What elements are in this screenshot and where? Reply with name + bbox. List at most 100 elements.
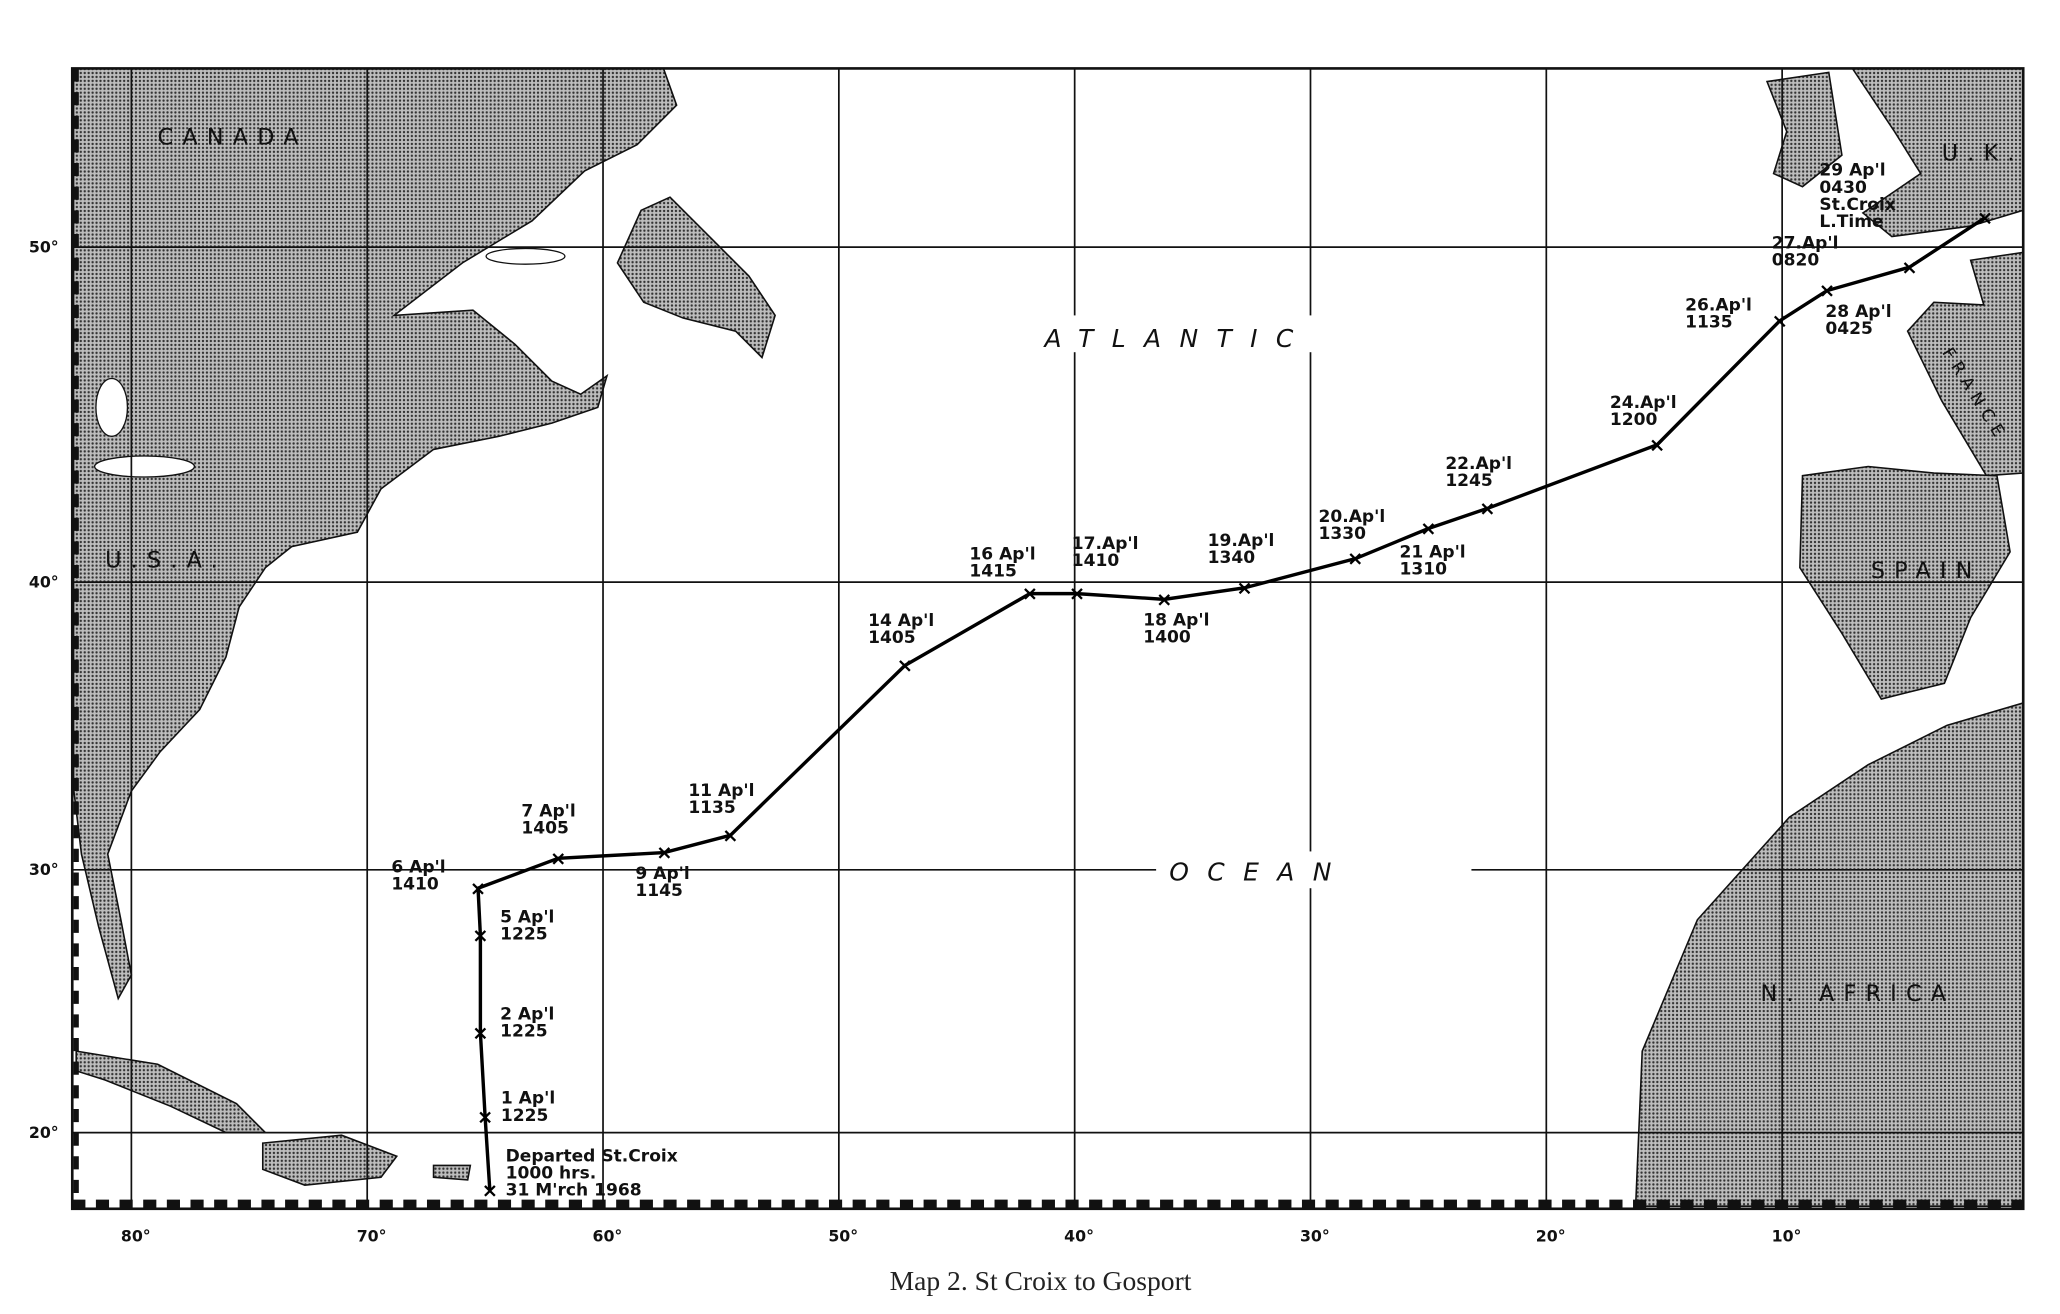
position-fix-marker: × — [656, 841, 673, 864]
label-line: 0425 — [1825, 319, 1873, 339]
position-fix-label: 14 Ap'l 1405 — [868, 611, 934, 648]
map-frame — [70, 67, 2025, 1211]
lon-label: 30° — [1300, 1227, 1330, 1246]
lat-label: 20° — [29, 1123, 59, 1142]
label-line: 1410 — [391, 875, 439, 895]
position-fix-marker: × — [1649, 433, 1666, 456]
position-fix-label: 20.Ap'l 1330 — [1319, 507, 1386, 544]
position-fix-label: 21 Ap'l 1310 — [1399, 542, 1465, 579]
position-fix-marker: × — [1347, 547, 1364, 570]
label-line: 1340 — [1208, 548, 1256, 568]
position-fix-label: 9 Ap'l 1145 — [635, 864, 689, 901]
position-fix-label: 22.Ap'l 1245 — [1445, 454, 1512, 491]
graticule — [72, 68, 2024, 1209]
label-line: 1410 — [1072, 551, 1120, 571]
position-fix-marker: × — [1901, 256, 1918, 279]
position-fix-marker: × — [470, 877, 487, 900]
lon-label: 10° — [1772, 1227, 1802, 1246]
lon-label: 80° — [121, 1227, 151, 1246]
lon-label: 70° — [357, 1227, 387, 1246]
lat-label: 30° — [29, 860, 59, 879]
label-line: 11 Ap'l — [688, 781, 754, 801]
position-fix-marker: × — [1819, 279, 1835, 302]
route-points: × Departed St.Croix 1000 hrs. 31 M'rch 1968… — [391, 161, 1993, 1202]
position-fix-marker: × — [1069, 582, 1086, 605]
label-line: 5 Ap'l — [500, 907, 554, 927]
label-uk: U.K. — [1942, 140, 2024, 166]
position-fix-label: 16 Ap'l 1415 — [969, 544, 1035, 581]
label-atlantic: ATLANTIC — [1042, 324, 1311, 353]
label-line: 1310 — [1399, 559, 1447, 579]
position-fix-label: 18 Ap'l 1400 — [1143, 611, 1209, 648]
position-fix-marker: × — [722, 824, 738, 847]
label-line: 14 Ap'l — [868, 611, 934, 631]
label-line: 7 Ap'l — [521, 801, 575, 821]
north-africa — [1634, 701, 2025, 1207]
position-fix-label: 28 Ap'l 0425 — [1825, 302, 1891, 339]
position-fix-marker: × — [1022, 582, 1038, 605]
puerto-rico — [432, 1164, 472, 1181]
label-spain: SPAIN — [1871, 558, 1982, 584]
label-line: 1135 — [1685, 312, 1733, 332]
hispaniola — [261, 1134, 399, 1186]
position-fix-label: Departed St.Croix 1000 hrs. 31 M'rch 1968 — [506, 1146, 678, 1200]
position-fix-marker: × — [472, 1021, 489, 1044]
label-line: 6 Ap'l — [391, 857, 445, 877]
ireland — [1765, 71, 1843, 188]
position-fix-marker: × — [472, 924, 489, 947]
lon-label: 40° — [1064, 1227, 1094, 1246]
label-line: 1245 — [1445, 471, 1493, 491]
label-line: 27.Ap'l — [1772, 234, 1839, 254]
label-line: St.Croix — [1819, 195, 1895, 215]
label-line: 1400 — [1143, 628, 1191, 648]
label-line: 22.Ap'l — [1445, 454, 1512, 474]
label-line: 26.Ap'l — [1685, 295, 1752, 315]
label-line: 1225 — [500, 1022, 548, 1042]
lat-label: 40° — [29, 572, 59, 591]
position-fix-label: 7 Ap'l 1405 — [521, 801, 575, 838]
axis-labels: 50° 40° 30° 20° 80° 70° 60° 50° 40° 30° 20° 10° — [29, 237, 1802, 1245]
cuba — [75, 1050, 268, 1134]
lat-label: 50° — [29, 237, 59, 256]
lon-label: 60° — [593, 1227, 623, 1246]
position-fix-label: 24.Ap'l 1200 — [1610, 393, 1677, 430]
position-fix-label: 11 Ap'l 1135 — [688, 781, 754, 818]
label-line: 1330 — [1319, 524, 1367, 544]
lon-label: 20° — [1536, 1227, 1566, 1246]
label-north-africa: N. AFRICA — [1760, 981, 1955, 1007]
map-caption: Map 2. St Croix to Gosport — [890, 1265, 1192, 1296]
position-fix-label: 17.Ap'l 1410 — [1072, 534, 1139, 571]
label-line: 0430 — [1819, 178, 1867, 198]
lon-label: 50° — [828, 1227, 858, 1246]
label-line: 31 M'rch 1968 — [506, 1181, 642, 1201]
position-fix-label: 26.Ap'l 1135 — [1685, 295, 1752, 332]
label-line: 17.Ap'l — [1072, 534, 1139, 554]
position-fix-marker: × — [1156, 588, 1172, 611]
label-line: 19.Ap'l — [1208, 531, 1275, 551]
position-fix-label: 29 Ap'l 0430 St.Croix L.Time — [1819, 161, 1895, 232]
position-fix-label: 6 Ap'l 1410 — [391, 857, 445, 894]
north-america — [72, 67, 678, 1001]
position-fix-marker: × — [1772, 309, 1789, 332]
label-line: Departed St.Croix — [506, 1146, 678, 1166]
label-line: L.Time — [1819, 212, 1883, 232]
position-fix-label: 5 Ap'l 1225 — [500, 907, 554, 944]
label-line: 29 Ap'l — [1819, 161, 1885, 181]
label-line: 1405 — [521, 818, 569, 838]
label-line: 1145 — [635, 881, 683, 901]
position-fix-label: 19.Ap'l 1340 — [1208, 531, 1275, 568]
position-fix-marker: × — [477, 1105, 494, 1128]
position-fix-marker: × — [550, 847, 567, 870]
label-line: 1000 hrs. — [506, 1164, 597, 1184]
label-line: 1135 — [688, 798, 736, 818]
route-line — [476, 216, 1986, 1191]
position-fix-marker: × — [1236, 576, 1252, 599]
label-line: 16 Ap'l — [969, 544, 1035, 564]
label-line: 1225 — [501, 1106, 549, 1126]
position-fix-marker: × — [1479, 497, 1496, 520]
label-line: 0820 — [1772, 251, 1820, 271]
position-fix-marker: × — [897, 654, 914, 677]
label-line: 18 Ap'l — [1143, 611, 1209, 631]
position-fix-marker: × — [482, 1179, 499, 1202]
label-ocean: OCEAN — [1169, 857, 1350, 886]
